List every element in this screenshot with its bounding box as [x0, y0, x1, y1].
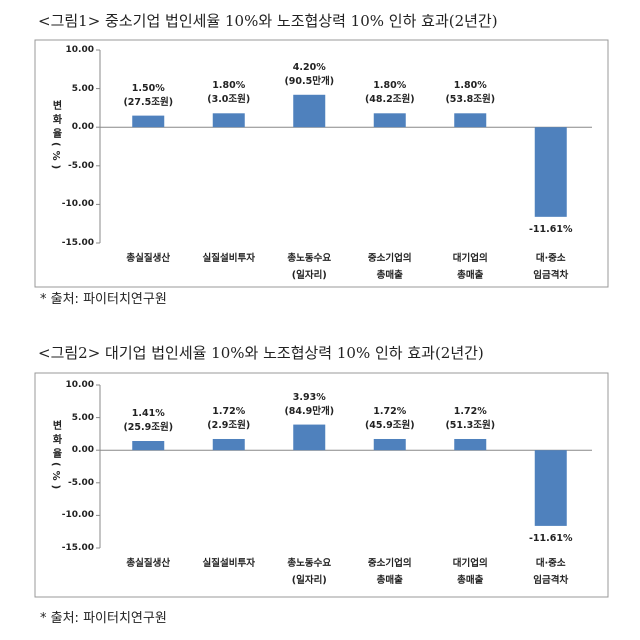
bar	[212, 113, 245, 128]
y-tick-label: 0.00	[71, 445, 94, 456]
y-tick-label: -10.00	[61, 199, 94, 210]
x-tick-label: 대기업의 총매출	[452, 253, 488, 281]
bar	[454, 438, 487, 451]
bar	[534, 450, 567, 526]
y-tick-label: -5.00	[68, 160, 94, 171]
value-label: -11.61%	[528, 223, 573, 235]
bar	[373, 113, 406, 128]
figure-title: <그림1> 중소기업 법인세율 10%와 노조협상력 10% 인하 효과(2년간…	[38, 12, 498, 30]
value-label: 1.80% (53.8조원)	[445, 80, 496, 106]
y-axis-title: 변화율(%)	[50, 100, 61, 174]
y-tick-label: -10.00	[61, 510, 94, 521]
bar	[373, 438, 406, 451]
value-label: 1.41% (25.9조원)	[123, 408, 174, 433]
value-label: 1.72% (45.9조원)	[364, 405, 415, 431]
bar	[132, 115, 165, 128]
x-tick-label: 대·중소 임금격차	[533, 253, 569, 281]
y-tick-label: -15.00	[61, 543, 94, 553]
y-tick-label: 10.00	[65, 45, 94, 55]
y-tick-label: -5.00	[68, 477, 94, 488]
bar	[534, 127, 567, 217]
chart-frame	[34, 372, 609, 598]
x-tick-label: 대기업의 총매출	[452, 558, 488, 586]
x-tick-label: 총노동수요 (일자리)	[287, 253, 332, 281]
y-tick-label: 5.00	[71, 83, 94, 94]
bar	[454, 113, 487, 128]
source-note: * 출처: 파이터치연구원	[40, 611, 167, 626]
y-tick-label: -15.00	[61, 238, 94, 248]
x-tick-label: 대·중소 임금격차	[533, 558, 569, 586]
x-tick-label: 총실질생산	[126, 558, 171, 569]
value-label: -11.61%	[528, 532, 573, 544]
bar	[293, 94, 326, 128]
y-tick-label: 0.00	[71, 122, 94, 133]
x-tick-label: 총노동수요 (일자리)	[287, 558, 332, 586]
x-tick-label: 실질설비투자	[202, 253, 255, 264]
chart-frame	[34, 39, 609, 288]
x-tick-label: 총실질생산	[126, 253, 171, 264]
source-note: * 출처: 파이터치연구원	[40, 292, 167, 307]
value-label: 3.93% (84.9만개)	[284, 391, 335, 417]
value-label: 1.72% (51.3조원)	[445, 405, 496, 431]
figure-title: <그림2> 대기업 법인세율 10%와 노조협상력 10% 인하 효과(2년간)	[38, 344, 484, 362]
y-axis-title: 변화율(%)	[50, 420, 61, 494]
value-label: 1.80% (3.0조원)	[207, 80, 251, 106]
value-label: 4.20% (90.5만개)	[284, 61, 335, 87]
bar	[293, 424, 326, 451]
x-tick-label: 중소기업의 총매출	[367, 253, 412, 281]
x-tick-label: 실질설비투자	[202, 558, 255, 569]
y-tick-label: 5.00	[71, 412, 94, 423]
bar	[212, 438, 245, 451]
x-tick-label: 중소기업의 총매출	[367, 558, 412, 586]
bar	[132, 441, 165, 451]
value-label: 1.80% (48.2조원)	[364, 80, 415, 106]
value-label: 1.72% (2.9조원)	[207, 405, 251, 431]
y-tick-label: 10.00	[65, 380, 94, 390]
value-label: 1.50% (27.5조원)	[123, 82, 174, 108]
